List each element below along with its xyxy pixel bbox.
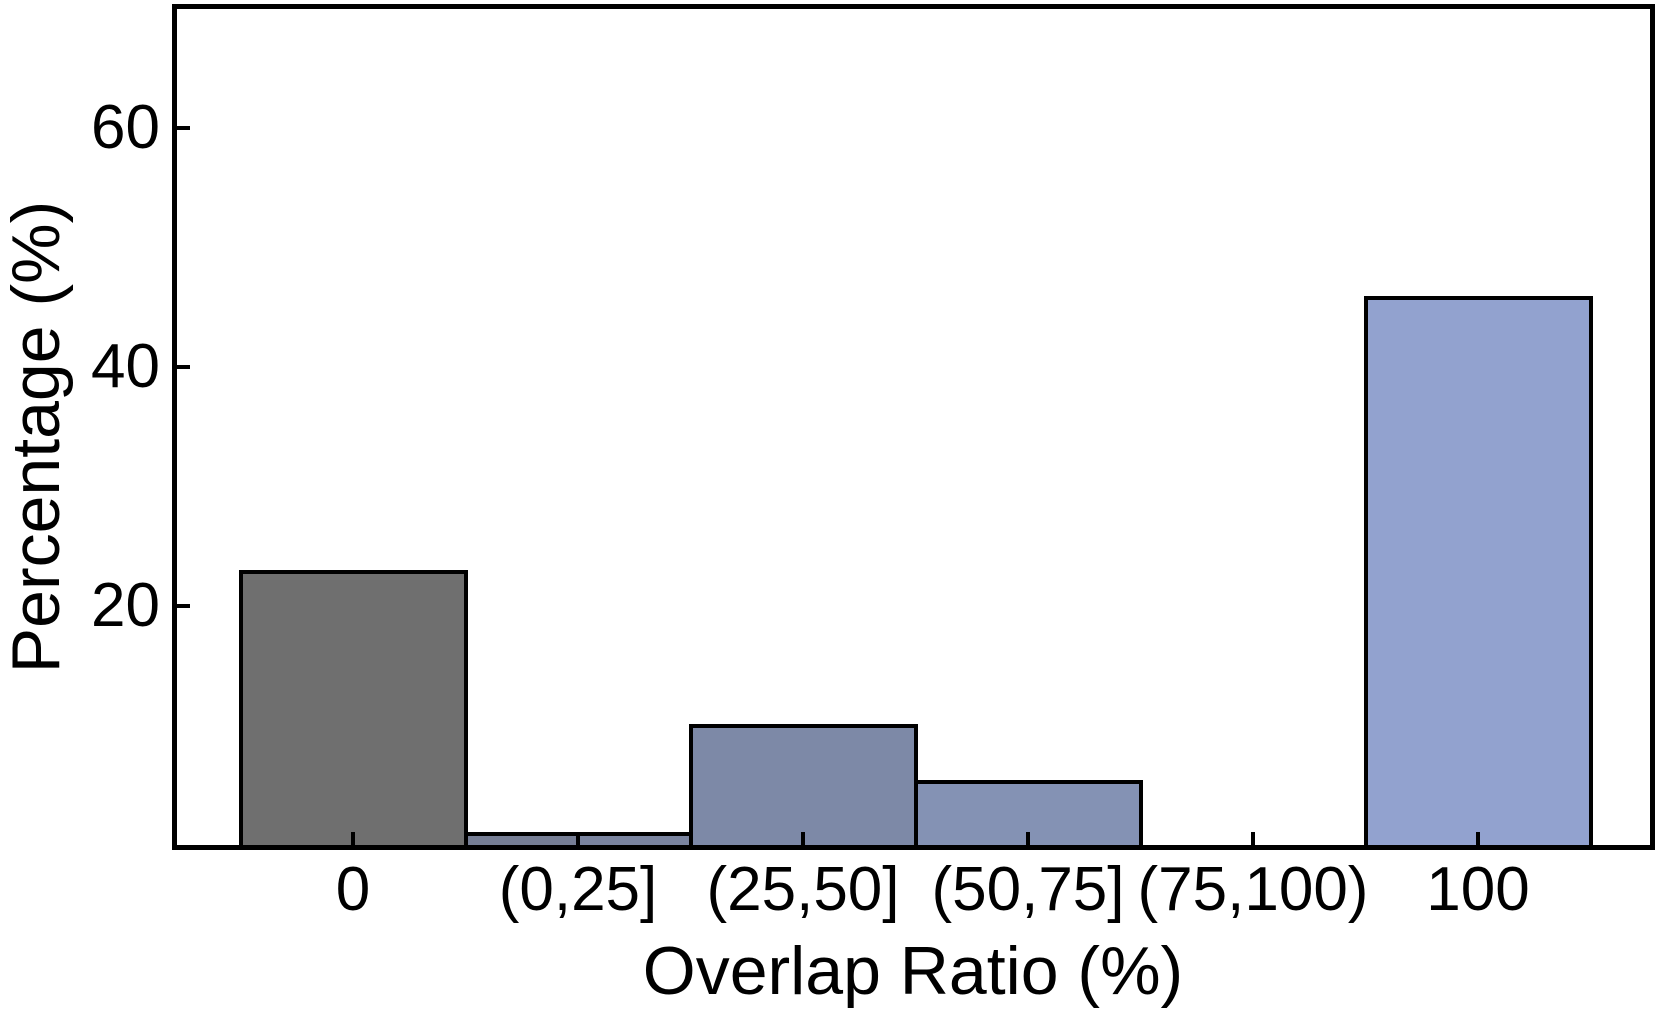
x-tick-label-0: 0 — [335, 855, 371, 924]
x-tick-mark — [801, 832, 805, 845]
y-tick-label-40: 40 — [91, 332, 160, 402]
bar-25-50 — [688, 723, 918, 845]
x-tick-mark — [351, 832, 355, 845]
y-tick-mark — [177, 604, 190, 609]
bar-0-25-right-half — [576, 832, 693, 845]
bar-0 — [238, 569, 468, 845]
x-tick-label-2: (25,50] — [706, 855, 900, 924]
bar-0-25-left-half — [463, 832, 580, 845]
plot-area — [172, 4, 1655, 850]
x-tick-mark — [1476, 832, 1480, 845]
x-tick-mark — [1026, 832, 1030, 845]
x-tick-label-1: (0,25] — [498, 855, 658, 924]
y-tick-mark — [177, 126, 190, 131]
x-tick-label-5: 100 — [1426, 855, 1530, 924]
plot-inner — [177, 9, 1650, 845]
x-axis-label: Overlap Ratio (%) — [642, 933, 1184, 1009]
x-tick-mark — [1251, 832, 1255, 845]
bar-100 — [1363, 296, 1593, 845]
x-tick-label-4: (75,100) — [1137, 855, 1369, 924]
y-tick-label-20: 20 — [91, 571, 160, 641]
x-tick-mark — [576, 832, 580, 845]
x-tick-label-3: (50,75] — [931, 855, 1125, 924]
y-tick-label-60: 60 — [91, 93, 160, 163]
y-tick-mark — [177, 365, 190, 370]
